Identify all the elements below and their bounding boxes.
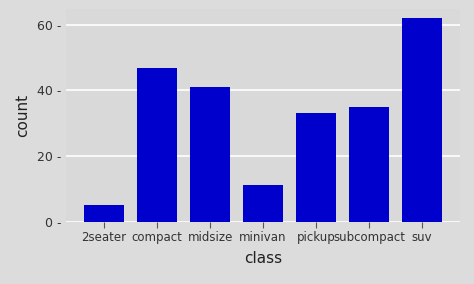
- Bar: [137, 68, 177, 222]
- Bar: [190, 87, 230, 222]
- Bar: [402, 18, 442, 222]
- Bar: [296, 113, 336, 222]
- Bar: [349, 107, 389, 222]
- Bar: [84, 205, 124, 222]
- Bar: [243, 185, 283, 222]
- Y-axis label: count: count: [15, 93, 30, 137]
- X-axis label: class: class: [244, 251, 282, 266]
